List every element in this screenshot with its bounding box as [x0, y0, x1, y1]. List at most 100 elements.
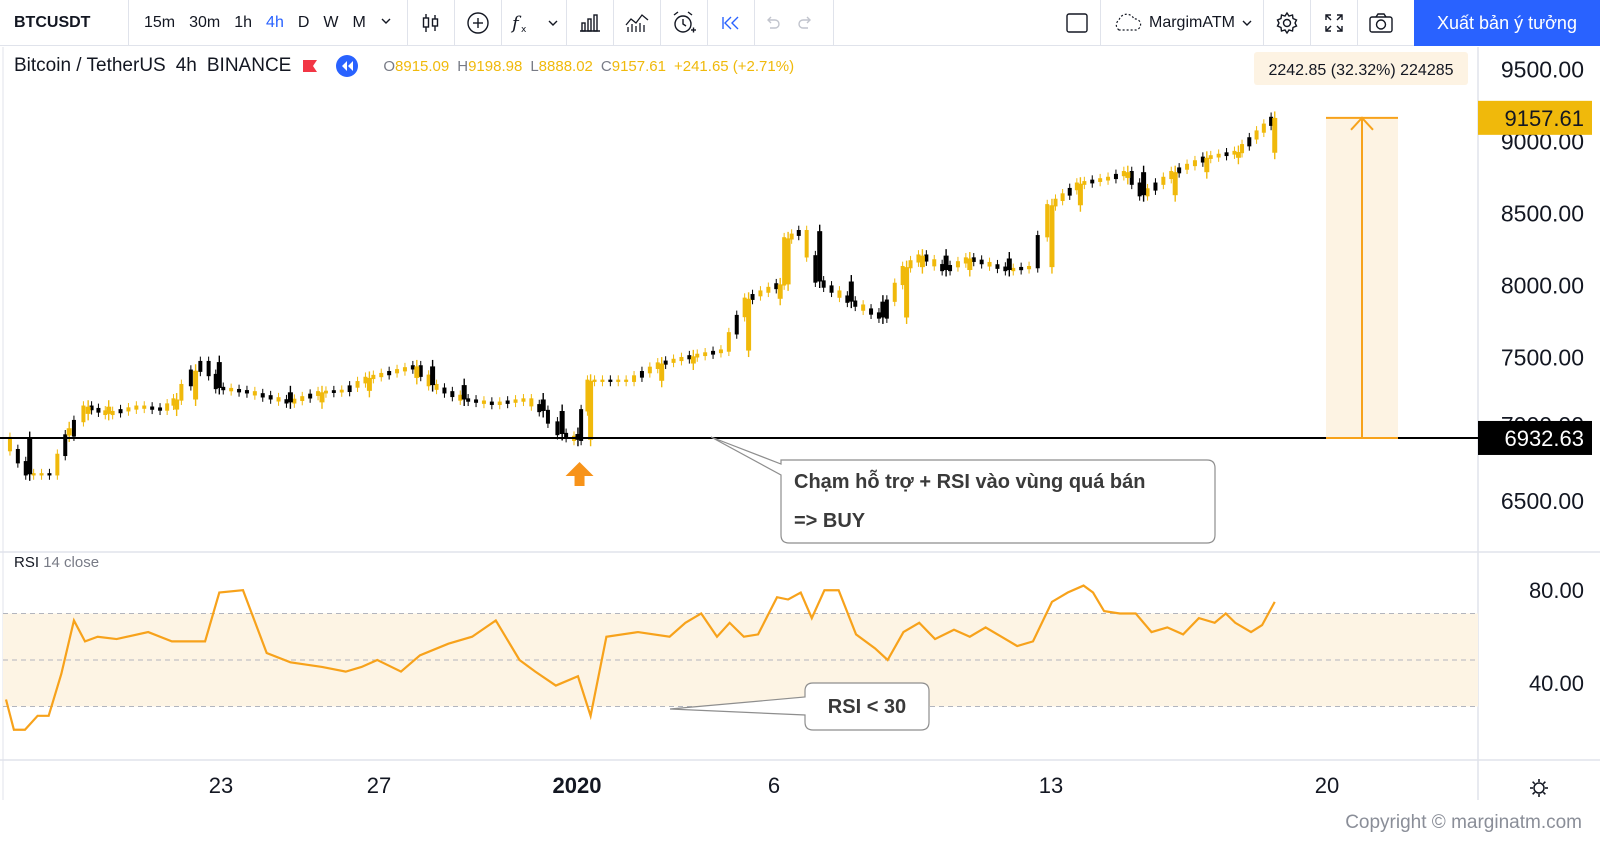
layout-icon[interactable]: [1054, 0, 1100, 46]
callout-box: [669, 682, 930, 731]
interval-1h[interactable]: 1h: [234, 13, 253, 31]
cloud-icon: [1115, 13, 1142, 31]
chart-canvas[interactable]: 2242.85 (32.32%) 224285 9500.009000.0085…: [0, 0, 1600, 800]
interval-30m[interactable]: 30m: [189, 13, 221, 31]
candle-up: [66, 428, 72, 436]
price-axis-label: 9500.00: [1501, 57, 1584, 83]
l-key: L: [530, 57, 539, 75]
candle-down: [734, 314, 739, 335]
rsi-line[interactable]: [4, 584, 1276, 731]
candle-up: [900, 265, 905, 286]
candle-up: [414, 366, 420, 378]
candle-down: [1035, 235, 1040, 269]
candle-down: [15, 448, 20, 464]
candle-up: [513, 399, 518, 403]
candle-up: [1208, 155, 1213, 159]
redo-icon[interactable]: [789, 0, 823, 46]
replay-icon[interactable]: [708, 0, 754, 46]
flag-icon[interactable]: [301, 58, 319, 74]
candle-down: [774, 283, 779, 290]
rsi-axis-label: 40.00: [1529, 671, 1584, 696]
rsi-callout[interactable]: RSI < 30: [669, 682, 930, 731]
measure-label: 2242.85 (32.32%) 224285: [1268, 62, 1453, 79]
candle-up: [363, 376, 368, 384]
candles-icon[interactable]: [408, 0, 454, 46]
candle-down: [347, 385, 352, 393]
candle-up: [777, 284, 783, 299]
candle-up: [252, 391, 257, 396]
interval-4h[interactable]: 4h: [266, 13, 284, 31]
candle-down: [1269, 116, 1274, 126]
candle-down: [331, 390, 336, 393]
candle-up: [1125, 172, 1131, 178]
candle-up: [1192, 160, 1197, 167]
candle-up: [85, 406, 91, 414]
account-menu[interactable]: MargimATM: [1101, 12, 1263, 34]
candle-down: [555, 421, 560, 436]
candle-up: [434, 383, 439, 390]
callout-box: [710, 436, 1216, 544]
toolbar-divider: [832, 0, 834, 46]
candle-up: [339, 389, 344, 393]
candle-up: [1077, 183, 1083, 206]
undo-icon[interactable]: [755, 0, 789, 46]
candle-up: [110, 410, 115, 416]
candle-up: [458, 394, 463, 401]
candle-up: [179, 383, 184, 401]
financials-icon[interactable]: [567, 0, 613, 46]
chevron-down-icon[interactable]: [540, 0, 566, 46]
h-key: H: [457, 57, 469, 75]
replay-badge-icon[interactable]: [335, 54, 359, 78]
candle-up: [1121, 171, 1126, 177]
fullscreen-icon[interactable]: [1311, 0, 1357, 46]
candle-up: [624, 379, 629, 382]
candle-down: [1067, 187, 1072, 196]
candle-down: [540, 399, 546, 412]
interval-m[interactable]: M: [352, 13, 366, 31]
toolbar-divider: [565, 0, 567, 46]
interval-d[interactable]: D: [297, 13, 310, 31]
camera-icon[interactable]: [1358, 0, 1404, 46]
gear-icon[interactable]: [1530, 779, 1548, 797]
candle-down: [1200, 156, 1205, 163]
candle-up: [647, 366, 652, 374]
candle-down: [308, 393, 313, 399]
candle-up: [1272, 117, 1278, 153]
candle-down: [23, 461, 28, 476]
candle-down: [579, 409, 584, 441]
compare-add-icon[interactable]: [455, 0, 501, 46]
candle-down: [1137, 182, 1142, 197]
time-axis-label: 20: [1315, 773, 1339, 798]
price-axis-label: 7500.00: [1501, 344, 1584, 370]
candle-down: [1141, 172, 1147, 196]
candle-down: [876, 312, 881, 319]
publish-idea-button[interactable]: Xuất bản ý tưởng: [1414, 0, 1600, 46]
candle-down: [829, 285, 834, 293]
candle-down: [410, 365, 415, 370]
templates-icon[interactable]: [614, 0, 660, 46]
legend-pair: Bitcoin / TetherUS: [14, 55, 166, 76]
buy-callout[interactable]: Chạm hỗ trợ + RSI vào vùng quá bán => BUY: [710, 436, 1216, 544]
chevron-down-icon[interactable]: [373, 14, 399, 32]
candle-up: [1185, 163, 1190, 170]
interval-15m[interactable]: 15m: [144, 13, 176, 31]
interval-w[interactable]: W: [323, 13, 339, 31]
gear-tooth: [1532, 781, 1536, 785]
gear-icon[interactable]: [1264, 0, 1310, 46]
time-axis-label: 27: [367, 773, 391, 798]
candle-up: [600, 379, 605, 382]
candle-up: [402, 367, 407, 372]
svg-text:x: x: [521, 25, 527, 35]
right-tools: MargimATM: [1054, 0, 1404, 46]
candle-up: [766, 286, 771, 293]
candle-up: [1011, 267, 1016, 272]
symbol-search[interactable]: BTCUSDT: [14, 13, 91, 31]
rsi-axis-label: 80.00: [1529, 578, 1584, 603]
alarm-clock-icon[interactable]: [661, 0, 707, 46]
candle-down: [198, 360, 203, 372]
toolbar-divider: [1262, 0, 1264, 46]
candle-down: [869, 308, 874, 315]
candle-up: [1045, 204, 1050, 238]
